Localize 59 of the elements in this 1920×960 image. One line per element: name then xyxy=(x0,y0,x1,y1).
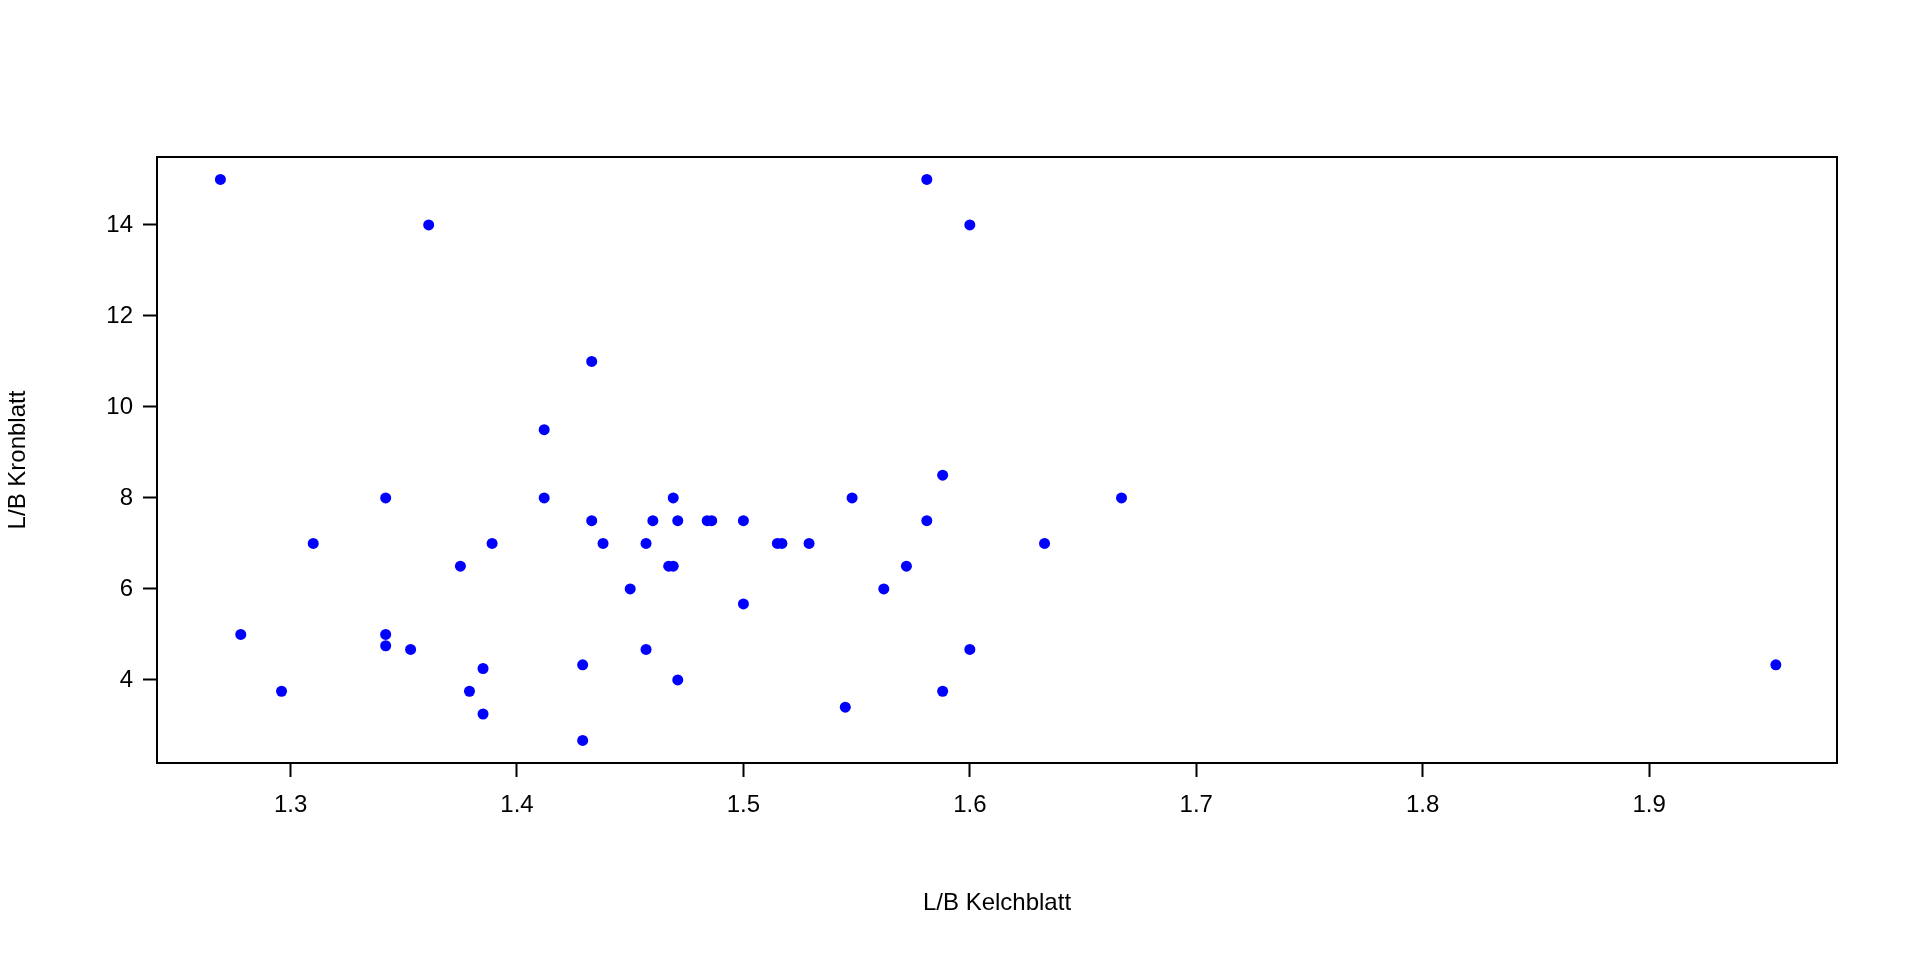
point xyxy=(1039,537,1051,549)
point xyxy=(667,492,679,504)
point xyxy=(307,537,319,549)
point xyxy=(235,628,247,640)
point xyxy=(647,515,659,527)
point xyxy=(900,560,912,572)
point xyxy=(276,685,288,697)
point xyxy=(380,492,392,504)
point xyxy=(737,598,749,610)
x-tick-label: 1.5 xyxy=(726,790,761,818)
point xyxy=(937,469,949,481)
point xyxy=(577,659,589,671)
y-tick-label: 8 xyxy=(119,482,133,510)
point xyxy=(538,424,550,436)
y-tick-label: 4 xyxy=(119,664,133,692)
point xyxy=(577,734,589,746)
x-tick-label: 1.8 xyxy=(1405,790,1440,818)
x-tick-label: 1.6 xyxy=(953,790,987,818)
point xyxy=(597,537,609,549)
point xyxy=(214,173,226,185)
point xyxy=(1770,659,1782,671)
point xyxy=(486,537,498,549)
point xyxy=(672,515,684,527)
point xyxy=(538,492,550,504)
point xyxy=(463,685,475,697)
point xyxy=(380,628,392,640)
point xyxy=(477,663,489,675)
y-tick-label: 12 xyxy=(106,300,133,328)
x-axis-title: L/B Kelchblatt xyxy=(922,888,1072,916)
y-tick-label: 10 xyxy=(106,391,133,419)
point xyxy=(640,643,652,655)
point xyxy=(586,355,598,367)
point xyxy=(878,583,890,595)
point xyxy=(846,492,858,504)
x-tick-label: 1.3 xyxy=(273,790,308,818)
point xyxy=(1116,492,1128,504)
x-tick-label: 1.4 xyxy=(500,790,534,818)
point xyxy=(586,515,598,527)
point xyxy=(380,640,392,652)
point xyxy=(921,515,933,527)
point xyxy=(423,219,435,231)
y-axis-title: L/B Kronblatt xyxy=(3,390,31,530)
point xyxy=(921,173,933,185)
x-tick-label: 1.9 xyxy=(1632,790,1666,818)
point xyxy=(477,708,489,720)
point xyxy=(454,560,466,572)
point xyxy=(737,515,749,527)
x-tick-label: 1.7 xyxy=(1179,790,1213,818)
point xyxy=(803,537,815,549)
point xyxy=(964,643,976,655)
point xyxy=(672,674,684,686)
point xyxy=(405,643,417,655)
y-tick-label: 6 xyxy=(119,573,133,601)
y-tick-label: 14 xyxy=(106,209,133,237)
point xyxy=(839,701,851,713)
point xyxy=(624,583,636,595)
point xyxy=(964,219,976,231)
point xyxy=(640,537,652,549)
point xyxy=(937,685,949,697)
